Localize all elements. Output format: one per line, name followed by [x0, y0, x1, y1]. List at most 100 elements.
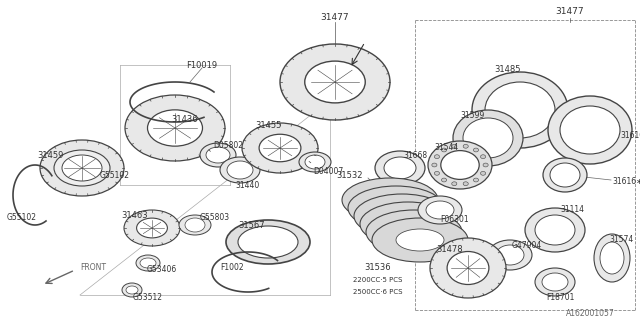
- Ellipse shape: [481, 172, 486, 175]
- Text: F1002: F1002: [220, 263, 244, 273]
- Text: 2200CC·5 PCS: 2200CC·5 PCS: [353, 277, 403, 283]
- Ellipse shape: [378, 205, 426, 227]
- Ellipse shape: [430, 238, 506, 298]
- Ellipse shape: [200, 143, 236, 167]
- Ellipse shape: [474, 148, 479, 152]
- Text: G47904: G47904: [512, 241, 542, 250]
- Ellipse shape: [122, 283, 142, 297]
- Ellipse shape: [550, 163, 580, 187]
- Text: D05802: D05802: [213, 140, 243, 149]
- Ellipse shape: [453, 110, 523, 166]
- Ellipse shape: [366, 189, 414, 211]
- Ellipse shape: [432, 163, 437, 167]
- Ellipse shape: [452, 182, 457, 186]
- Ellipse shape: [147, 110, 202, 146]
- Text: 31455: 31455: [255, 121, 281, 130]
- Ellipse shape: [384, 157, 416, 179]
- Ellipse shape: [594, 234, 630, 282]
- Text: 31485: 31485: [495, 66, 521, 75]
- Ellipse shape: [124, 210, 180, 246]
- Ellipse shape: [342, 178, 438, 222]
- Ellipse shape: [474, 178, 479, 182]
- Ellipse shape: [435, 172, 440, 175]
- Ellipse shape: [535, 268, 575, 296]
- Text: 31599: 31599: [461, 110, 485, 119]
- Ellipse shape: [226, 220, 310, 264]
- Ellipse shape: [140, 258, 156, 268]
- Text: 31574: 31574: [610, 236, 634, 244]
- Ellipse shape: [136, 255, 160, 271]
- Ellipse shape: [442, 178, 447, 182]
- Ellipse shape: [372, 218, 468, 262]
- Ellipse shape: [384, 213, 432, 235]
- Ellipse shape: [548, 96, 632, 164]
- Text: FRONT: FRONT: [80, 263, 106, 273]
- Text: 31477: 31477: [321, 13, 349, 22]
- Ellipse shape: [463, 144, 468, 148]
- Ellipse shape: [488, 240, 532, 270]
- Ellipse shape: [126, 286, 138, 294]
- Ellipse shape: [54, 150, 110, 186]
- Ellipse shape: [485, 82, 555, 138]
- Text: G55102: G55102: [7, 213, 37, 222]
- Ellipse shape: [348, 186, 444, 230]
- Ellipse shape: [452, 144, 457, 148]
- Text: 31532: 31532: [337, 171, 364, 180]
- Ellipse shape: [227, 161, 253, 179]
- Ellipse shape: [472, 72, 568, 148]
- Ellipse shape: [354, 194, 450, 238]
- Ellipse shape: [366, 210, 462, 254]
- Text: 31567: 31567: [239, 220, 266, 229]
- Ellipse shape: [206, 147, 230, 163]
- Text: 31459: 31459: [37, 150, 63, 159]
- Ellipse shape: [390, 221, 438, 243]
- Ellipse shape: [428, 141, 492, 189]
- Text: G55102: G55102: [100, 171, 130, 180]
- Text: 31478: 31478: [436, 245, 463, 254]
- Text: G53512: G53512: [133, 293, 163, 302]
- Ellipse shape: [62, 155, 102, 181]
- Text: F18701: F18701: [546, 293, 574, 302]
- Ellipse shape: [305, 61, 365, 103]
- Text: 31668: 31668: [403, 150, 427, 159]
- Text: 31544: 31544: [435, 143, 459, 153]
- Text: 2500CC·6 PCS: 2500CC·6 PCS: [353, 289, 403, 295]
- Text: D04007: D04007: [313, 167, 343, 177]
- Text: 31477: 31477: [556, 7, 584, 17]
- Ellipse shape: [535, 215, 575, 245]
- Ellipse shape: [442, 148, 447, 152]
- Text: 31440: 31440: [236, 180, 260, 189]
- Ellipse shape: [40, 140, 124, 196]
- Ellipse shape: [463, 118, 513, 158]
- Ellipse shape: [259, 134, 301, 162]
- Ellipse shape: [396, 229, 444, 251]
- Ellipse shape: [136, 218, 168, 238]
- Ellipse shape: [299, 152, 331, 172]
- Text: G55803: G55803: [200, 213, 230, 222]
- Ellipse shape: [220, 157, 260, 183]
- Ellipse shape: [496, 245, 524, 265]
- Text: G53406: G53406: [147, 266, 177, 275]
- Ellipse shape: [441, 151, 479, 180]
- Text: 31536: 31536: [365, 263, 391, 273]
- Text: 31463: 31463: [122, 211, 148, 220]
- Ellipse shape: [360, 202, 456, 246]
- Ellipse shape: [543, 158, 587, 192]
- Ellipse shape: [238, 226, 298, 258]
- Text: 31616∗A: 31616∗A: [612, 178, 640, 187]
- Ellipse shape: [447, 252, 489, 284]
- Ellipse shape: [179, 215, 211, 235]
- Ellipse shape: [59, 153, 105, 183]
- Ellipse shape: [418, 196, 462, 224]
- Text: F06301: F06301: [441, 215, 469, 225]
- Ellipse shape: [600, 242, 624, 274]
- Ellipse shape: [435, 155, 440, 159]
- Ellipse shape: [525, 208, 585, 252]
- Ellipse shape: [280, 44, 390, 120]
- Ellipse shape: [125, 95, 225, 161]
- Text: 31436: 31436: [172, 116, 198, 124]
- Ellipse shape: [481, 155, 486, 159]
- Ellipse shape: [463, 182, 468, 186]
- Ellipse shape: [242, 123, 318, 173]
- Ellipse shape: [560, 106, 620, 154]
